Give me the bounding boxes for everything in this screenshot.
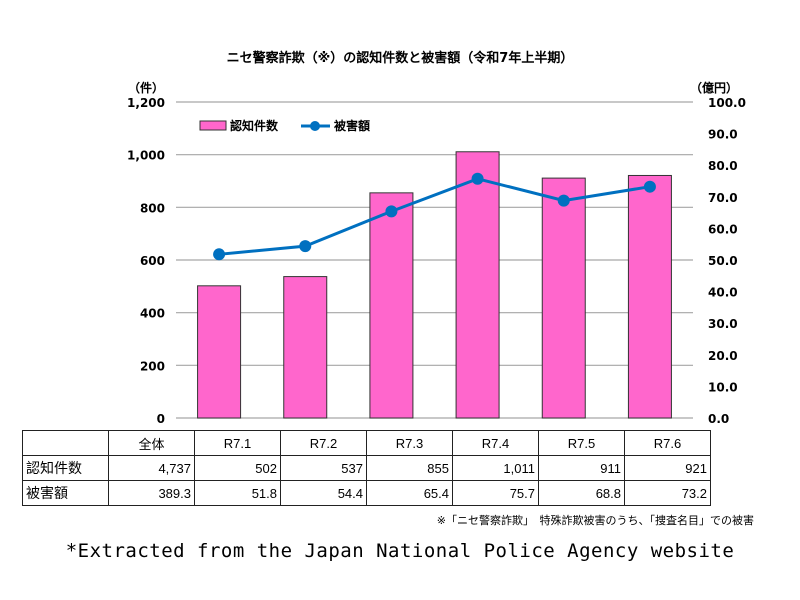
table-cell: 51.8 (194, 480, 281, 506)
legend-line-label: 被害額 (334, 118, 370, 133)
left-tick-label: 400 (140, 307, 165, 321)
bar-R7.6 (627, 174, 672, 419)
table-cell: 54.4 (280, 480, 367, 506)
table-cell: 537 (280, 455, 367, 481)
damage-point-R7.4 (471, 172, 484, 185)
damage-point-R7.1 (213, 248, 226, 261)
table-cell: 4,737 (108, 455, 195, 481)
table-row: 被害額 389.3 51.8 54.4 65.4 75.7 68.8 73.2 (22, 480, 711, 506)
right-tick-label: 40.0 (708, 286, 738, 300)
table-cell: R7.5 (538, 430, 625, 456)
damage-point-R7.2 (299, 240, 312, 253)
left-tick-label: 1,000 (127, 149, 165, 163)
table-cell: 75.7 (452, 480, 539, 506)
right-tick-label: 100.0 (708, 96, 746, 110)
bar-R7.2 (283, 276, 328, 419)
right-tick-label: 90.0 (708, 128, 738, 142)
left-tick-label: 1,200 (127, 96, 165, 110)
combo-chart: ニセ警察詐欺（※）の認知件数と被害額（令和7年上半期） （件） （億円） 0 200 40… (127, 50, 746, 426)
source-caption: *Extracted from the Japan National Polic… (65, 540, 735, 562)
right-tick-label: 30.0 (708, 317, 738, 331)
damage-line (218, 177, 651, 256)
chart-title: ニセ警察詐欺（※）の認知件数と被害額（令和7年上半期） (227, 50, 574, 66)
right-tick-label: 80.0 (708, 159, 738, 173)
table-cell: 911 (538, 455, 625, 481)
table-cell: R7.1 (194, 430, 281, 456)
table-cell: 68.8 (538, 480, 625, 506)
table-cell: 389.3 (108, 480, 195, 506)
bar-R7.1 (197, 285, 242, 419)
table-cell: 65.4 (366, 480, 453, 506)
bar-R7.5 (541, 177, 586, 419)
table-cell: 1,011 (452, 455, 539, 481)
left-tick-label: 600 (140, 254, 165, 268)
table-cell: 全体 (108, 430, 195, 456)
data-table: 全体 R7.1 R7.2 R7.3 R7.4 R7.5 R7.6 認知件数 4,737 502 53… (22, 430, 711, 506)
bar-R7.3 (369, 192, 414, 419)
left-tick-label: 800 (140, 201, 165, 215)
table-cell: R7.4 (452, 430, 539, 456)
right-tick-label: 70.0 (708, 191, 738, 205)
right-tick-label: 20.0 (708, 349, 738, 363)
right-tick-label: 10.0 (708, 380, 738, 394)
footnote: ※「ニセ警察詐欺」 特殊詐欺被害のうち、「捜査名目」での被害 (436, 514, 754, 527)
right-tick-label: 50.0 (708, 254, 738, 268)
right-tick-label: 60.0 (708, 222, 738, 236)
bar-R7.4 (455, 151, 500, 419)
table-cell: 502 (194, 455, 281, 481)
row-header: 被害額 (22, 480, 109, 506)
row-header: 認知件数 (22, 455, 109, 481)
table-cell: R7.2 (280, 430, 367, 456)
row-header (22, 430, 109, 456)
left-axis-unit: （件） (128, 80, 164, 95)
table-cell: 855 (366, 455, 453, 481)
damage-point-R7.5 (557, 194, 570, 207)
legend-bar-swatch (199, 120, 227, 131)
left-tick-label: 0 (157, 412, 165, 426)
right-axis-unit: （億円） (690, 80, 738, 95)
table-cell: R7.3 (366, 430, 453, 456)
table-cell: R7.6 (624, 430, 711, 456)
table-cell: 921 (624, 455, 711, 481)
table-cell: 73.2 (624, 480, 711, 506)
legend-bar-label: 認知件数 (230, 118, 279, 133)
table-header-row: 全体 R7.1 R7.2 R7.3 R7.4 R7.5 R7.6 (22, 430, 711, 456)
right-tick-label: 0.0 (708, 412, 729, 426)
legend-line-marker (310, 121, 320, 131)
damage-point-R7.6 (643, 180, 656, 193)
table-row: 認知件数 4,737 502 537 855 1,011 911 921 (22, 455, 711, 481)
left-tick-label: 200 (140, 359, 165, 373)
damage-point-R7.3 (385, 205, 398, 218)
